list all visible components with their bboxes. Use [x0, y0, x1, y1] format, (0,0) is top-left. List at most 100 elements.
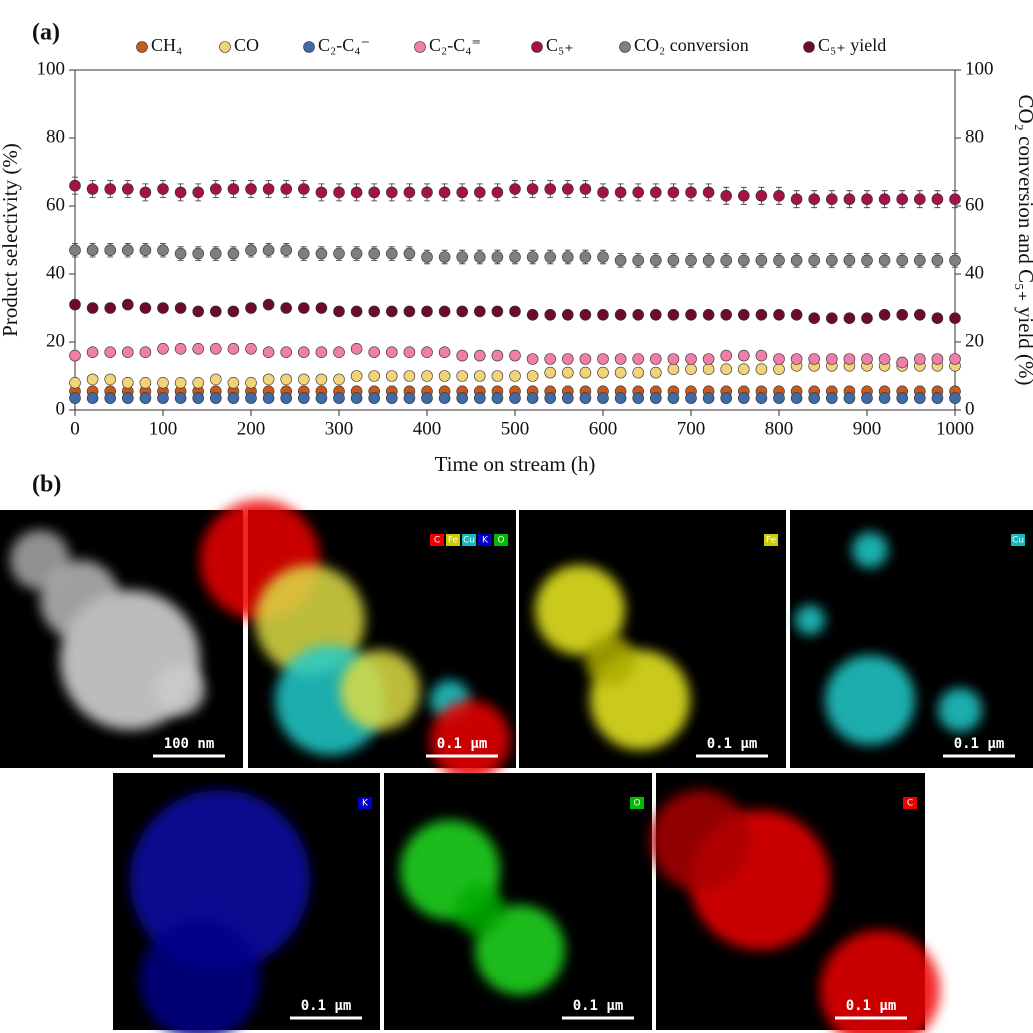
- x-tick-label: 500: [501, 418, 530, 439]
- marker: [192, 305, 204, 318]
- legend-marker: [303, 41, 315, 53]
- legend-marker: [531, 41, 543, 53]
- marker: [122, 346, 134, 359]
- legend-marker: [219, 41, 231, 53]
- marker: [86, 183, 99, 195]
- marker: [544, 366, 557, 379]
- marker: [878, 353, 891, 365]
- marker: [139, 186, 152, 199]
- marker: [491, 251, 504, 263]
- y2-tick-label: 100: [965, 58, 994, 79]
- image-feature: [535, 565, 625, 655]
- marker: [69, 244, 81, 256]
- marker: [297, 302, 310, 314]
- marker: [509, 349, 521, 362]
- marker: [896, 254, 909, 267]
- marker: [315, 346, 328, 359]
- marker: [685, 392, 697, 404]
- y-tick-label: 0: [56, 398, 66, 419]
- image-feature: [585, 635, 635, 685]
- micrograph: 0.1 µm K: [113, 773, 380, 1033]
- y-tick-label: 40: [46, 262, 65, 283]
- marker: [368, 392, 381, 404]
- image-feature: [455, 885, 505, 935]
- marker: [597, 308, 609, 321]
- legend-label: CO₂ conversion: [634, 35, 749, 55]
- marker: [438, 251, 451, 263]
- marker: [808, 312, 821, 325]
- y2-tick-label: 60: [965, 194, 984, 215]
- legend-marker: [803, 41, 815, 53]
- element-tag-box: [903, 797, 917, 809]
- image-feature: [430, 700, 510, 780]
- marker: [649, 353, 662, 365]
- marker: [262, 183, 275, 195]
- marker: [579, 353, 592, 365]
- marker: [69, 376, 81, 389]
- marker: [702, 353, 715, 365]
- marker: [385, 370, 398, 382]
- marker: [192, 392, 204, 404]
- marker: [825, 353, 838, 365]
- marker: [333, 346, 345, 359]
- x-tick-label: 800: [765, 418, 794, 439]
- marker: [949, 312, 961, 325]
- x-tick-label: 600: [589, 418, 618, 439]
- marker: [614, 392, 627, 404]
- marker: [368, 370, 381, 382]
- marker: [949, 254, 961, 267]
- marker: [280, 302, 293, 314]
- marker: [438, 186, 451, 199]
- marker: [509, 370, 521, 382]
- marker: [685, 363, 697, 376]
- marker: [174, 342, 187, 355]
- image-feature: [820, 930, 940, 1033]
- element-tag: Cu: [463, 536, 475, 546]
- marker: [808, 254, 821, 267]
- marker: [861, 193, 873, 205]
- marker: [262, 346, 275, 359]
- x-axis-label: Time on stream (h): [435, 452, 596, 476]
- image-feature: [852, 532, 888, 568]
- marker: [456, 305, 469, 318]
- marker: [403, 305, 416, 318]
- marker: [667, 308, 680, 321]
- image-feature: [10, 530, 70, 590]
- marker: [368, 346, 381, 359]
- marker: [139, 376, 152, 389]
- marker: [931, 392, 944, 404]
- marker: [632, 186, 645, 199]
- y2-axis-label: CO₂ conversion and C₅₊ yield (%): [1014, 94, 1033, 385]
- marker: [755, 392, 768, 404]
- marker: [720, 308, 733, 321]
- marker: [755, 308, 768, 321]
- marker: [438, 370, 451, 382]
- marker: [773, 308, 785, 321]
- marker: [896, 308, 909, 321]
- marker: [210, 373, 222, 386]
- marker: [315, 247, 328, 260]
- marker: [368, 186, 381, 199]
- micrograph: 0.1 µm O: [384, 773, 652, 1030]
- element-tag-box: [358, 797, 372, 809]
- element-tag: C: [907, 799, 913, 809]
- marker: [210, 342, 222, 355]
- marker: [297, 373, 310, 386]
- marker: [614, 366, 627, 379]
- marker: [720, 392, 733, 404]
- marker: [755, 190, 768, 202]
- marker: [737, 349, 750, 362]
- marker: [737, 392, 750, 404]
- marker: [297, 183, 310, 195]
- element-tag-box: [630, 797, 644, 809]
- marker: [878, 193, 891, 205]
- marker: [931, 254, 944, 267]
- marker: [104, 302, 116, 314]
- marker: [421, 346, 433, 359]
- marker: [949, 392, 961, 404]
- marker: [421, 186, 433, 199]
- marker: [245, 392, 257, 404]
- marker: [632, 254, 645, 267]
- marker: [526, 370, 539, 382]
- marker: [333, 373, 345, 386]
